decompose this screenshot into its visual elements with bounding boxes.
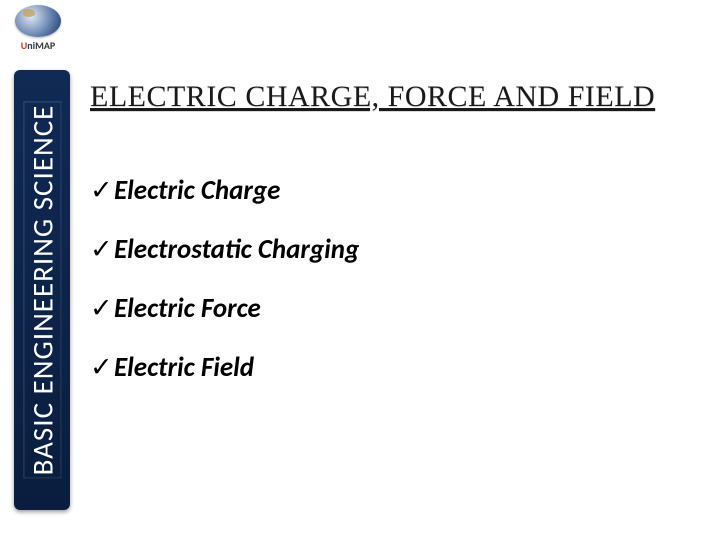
- institution-logo: UniMAP: [10, 5, 66, 61]
- logo-letters-map: MAP: [35, 39, 55, 52]
- list-item: ✓ Electric Field: [90, 351, 690, 384]
- list-item-label: Electric Force: [114, 292, 261, 325]
- check-icon: ✓: [90, 236, 110, 263]
- logo-letters-ni: ni: [27, 39, 35, 52]
- slide-content: ELECTRIC CHARGE, FORCE AND FIELD ✓ Elect…: [90, 80, 690, 410]
- globe-icon: [15, 5, 61, 37]
- slide-title: ELECTRIC CHARGE, FORCE AND FIELD: [90, 80, 690, 114]
- list-item: ✓ Electric Charge: [90, 174, 690, 207]
- sidebar: BASIC ENGINEERING SCIENCE: [14, 70, 70, 510]
- check-icon: ✓: [90, 177, 110, 204]
- check-icon: ✓: [90, 295, 110, 322]
- sidebar-course-label: BASIC ENGINEERING SCIENCE: [24, 103, 60, 478]
- list-item: ✓ Electric Force: [90, 292, 690, 325]
- check-icon: ✓: [90, 354, 110, 381]
- topic-list: ✓ Electric Charge ✓ Electrostatic Chargi…: [90, 174, 690, 384]
- list-item-label: Electric Charge: [114, 174, 280, 207]
- list-item: ✓ Electrostatic Charging: [90, 233, 690, 266]
- list-item-label: Electric Field: [114, 351, 254, 384]
- list-item-label: Electrostatic Charging: [114, 233, 359, 266]
- logo-text: UniMAP: [10, 39, 66, 52]
